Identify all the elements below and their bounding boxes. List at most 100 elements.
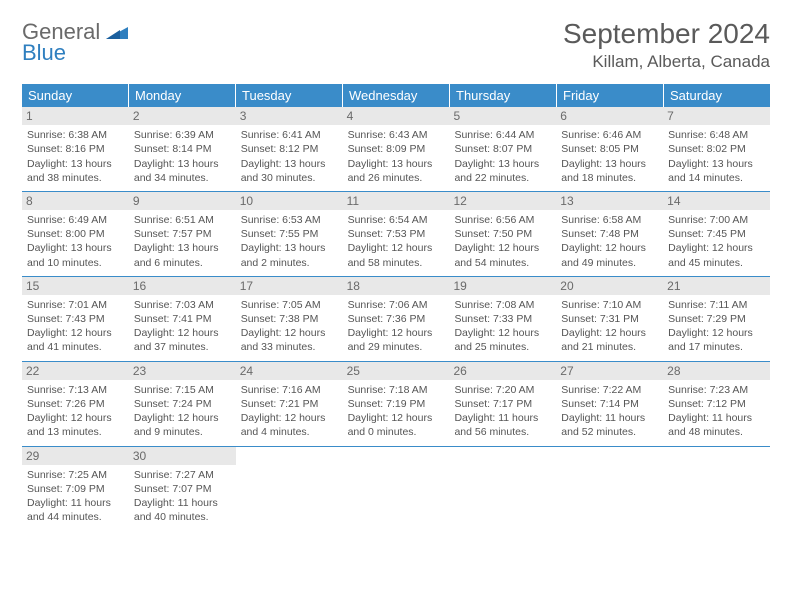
day-number: 8 — [22, 192, 129, 210]
sunset-text: Sunset: 7:38 PM — [241, 312, 338, 326]
sunset-text: Sunset: 7:43 PM — [27, 312, 124, 326]
weekday-header: Thursday — [450, 84, 557, 107]
daylight-text: Daylight: 12 hours and 54 minutes. — [454, 241, 551, 269]
weekday-row: SundayMondayTuesdayWednesdayThursdayFrid… — [22, 84, 770, 107]
weekday-header: Tuesday — [236, 84, 343, 107]
sunrise-text: Sunrise: 7:16 AM — [241, 383, 338, 397]
daylight-text: Daylight: 12 hours and 17 minutes. — [668, 326, 765, 354]
daylight-text: Daylight: 12 hours and 21 minutes. — [561, 326, 658, 354]
daylight-text: Daylight: 13 hours and 38 minutes. — [27, 157, 124, 185]
day-cell: 24Sunrise: 7:16 AMSunset: 7:21 PMDayligh… — [236, 362, 343, 446]
day-number: 17 — [236, 277, 343, 295]
day-cell: 27Sunrise: 7:22 AMSunset: 7:14 PMDayligh… — [556, 362, 663, 446]
sunrise-text: Sunrise: 6:41 AM — [241, 128, 338, 142]
sunset-text: Sunset: 7:21 PM — [241, 397, 338, 411]
day-cell: 16Sunrise: 7:03 AMSunset: 7:41 PMDayligh… — [129, 277, 236, 361]
sunrise-text: Sunrise: 6:58 AM — [561, 213, 658, 227]
header: General Blue September 2024 Killam, Albe… — [22, 18, 770, 72]
sunrise-text: Sunrise: 7:22 AM — [561, 383, 658, 397]
day-cell: 30Sunrise: 7:27 AMSunset: 7:07 PMDayligh… — [129, 447, 236, 531]
day-cell-empty — [663, 447, 770, 531]
day-number: 13 — [556, 192, 663, 210]
daylight-text: Daylight: 12 hours and 0 minutes. — [348, 411, 445, 439]
sunset-text: Sunset: 7:33 PM — [454, 312, 551, 326]
sunrise-text: Sunrise: 6:38 AM — [27, 128, 124, 142]
daylight-text: Daylight: 11 hours and 48 minutes. — [668, 411, 765, 439]
day-number: 6 — [556, 107, 663, 125]
sunrise-text: Sunrise: 6:43 AM — [348, 128, 445, 142]
day-cell-empty — [236, 447, 343, 531]
day-cell: 14 Sunrise: 7:00 AMSunset: 7:45 PMDayligh… — [663, 192, 770, 276]
sunset-text: Sunset: 7:55 PM — [241, 227, 338, 241]
daylight-text: Daylight: 12 hours and 4 minutes. — [241, 411, 338, 439]
day-cell: 29Sunrise: 7:25 AMSunset: 7:09 PMDayligh… — [22, 447, 129, 531]
sunset-text: Sunset: 7:17 PM — [454, 397, 551, 411]
day-number: 12 — [449, 192, 556, 210]
calendar: SundayMondayTuesdayWednesdayThursdayFrid… — [22, 84, 770, 530]
sunrise-text: Sunrise: 7:03 AM — [134, 298, 231, 312]
sunset-text: Sunset: 7:31 PM — [561, 312, 658, 326]
day-cell: 11Sunrise: 6:54 AMSunset: 7:53 PMDayligh… — [343, 192, 450, 276]
sunrise-text: Sunrise: 7:20 AM — [454, 383, 551, 397]
sunset-text: Sunset: 7:41 PM — [134, 312, 231, 326]
day-cell: 5Sunrise: 6:44 AMSunset: 8:07 PMDaylight… — [449, 107, 556, 191]
day-number: 7 — [663, 107, 770, 125]
week-row: 1Sunrise: 6:38 AMSunset: 8:16 PMDaylight… — [22, 107, 770, 192]
day-number: 10 — [236, 192, 343, 210]
week-row: 8Sunrise: 6:49 AMSunset: 8:00 PMDaylight… — [22, 192, 770, 277]
sunrise-text: Sunrise: 7:25 AM — [27, 468, 124, 482]
sunrise-text: Sunrise: 7:10 AM — [561, 298, 658, 312]
day-cell: 19Sunrise: 7:08 AMSunset: 7:33 PMDayligh… — [449, 277, 556, 361]
sunrise-text: Sunrise: 7:00 AM — [668, 213, 765, 227]
week-row: 22Sunrise: 7:13 AMSunset: 7:26 PMDayligh… — [22, 362, 770, 447]
logo: General Blue — [22, 22, 128, 64]
day-number: 22 — [22, 362, 129, 380]
day-cell: 4Sunrise: 6:43 AMSunset: 8:09 PMDaylight… — [343, 107, 450, 191]
sunset-text: Sunset: 8:02 PM — [668, 142, 765, 156]
day-number: 29 — [22, 447, 129, 465]
weeks-container: 1Sunrise: 6:38 AMSunset: 8:16 PMDaylight… — [22, 107, 770, 530]
sunrise-text: Sunrise: 7:05 AM — [241, 298, 338, 312]
sunset-text: Sunset: 8:09 PM — [348, 142, 445, 156]
day-number: 18 — [343, 277, 450, 295]
day-cell: 3Sunrise: 6:41 AMSunset: 8:12 PMDaylight… — [236, 107, 343, 191]
day-cell: 22Sunrise: 7:13 AMSunset: 7:26 PMDayligh… — [22, 362, 129, 446]
day-number: 4 — [343, 107, 450, 125]
day-number: 16 — [129, 277, 236, 295]
daylight-text: Daylight: 12 hours and 45 minutes. — [668, 241, 765, 269]
sunrise-text: Sunrise: 6:53 AM — [241, 213, 338, 227]
day-number: 2 — [129, 107, 236, 125]
daylight-text: Daylight: 12 hours and 33 minutes. — [241, 326, 338, 354]
daylight-text: Daylight: 13 hours and 6 minutes. — [134, 241, 231, 269]
day-cell: 9Sunrise: 6:51 AMSunset: 7:57 PMDaylight… — [129, 192, 236, 276]
day-number: 15 — [22, 277, 129, 295]
day-number: 1 — [22, 107, 129, 125]
sunrise-text: Sunrise: 6:49 AM — [27, 213, 124, 227]
day-number: 26 — [449, 362, 556, 380]
daylight-text: Daylight: 12 hours and 9 minutes. — [134, 411, 231, 439]
sunrise-text: Sunrise: 7:06 AM — [348, 298, 445, 312]
day-cell: 17 Sunrise: 7:05 AMSunset: 7:38 PMDayligh… — [236, 277, 343, 361]
sunset-text: Sunset: 8:05 PM — [561, 142, 658, 156]
day-cell: 1 Sunrise: 6:38 AMSunset: 8:16 PMDaylight… — [22, 107, 129, 191]
sunset-text: Sunset: 8:16 PM — [27, 142, 124, 156]
day-number: 14 — [663, 192, 770, 210]
day-cell: 12Sunrise: 6:56 AMSunset: 7:50 PMDayligh… — [449, 192, 556, 276]
daylight-text: Daylight: 11 hours and 44 minutes. — [27, 496, 124, 524]
daylight-text: Daylight: 13 hours and 10 minutes. — [27, 241, 124, 269]
day-cell: 23Sunrise: 7:15 AMSunset: 7:24 PMDayligh… — [129, 362, 236, 446]
sunrise-text: Sunrise: 7:01 AM — [27, 298, 124, 312]
weekday-header: Sunday — [22, 84, 129, 107]
daylight-text: Daylight: 11 hours and 52 minutes. — [561, 411, 658, 439]
sunset-text: Sunset: 7:45 PM — [668, 227, 765, 241]
sunrise-text: Sunrise: 7:18 AM — [348, 383, 445, 397]
sunset-text: Sunset: 7:07 PM — [134, 482, 231, 496]
logo-triangle-icon — [106, 22, 128, 43]
day-cell: 15Sunrise: 7:01 AMSunset: 7:43 PMDayligh… — [22, 277, 129, 361]
day-number: 5 — [449, 107, 556, 125]
daylight-text: Daylight: 13 hours and 18 minutes. — [561, 157, 658, 185]
sunset-text: Sunset: 8:07 PM — [454, 142, 551, 156]
day-cell: 6Sunrise: 6:46 AMSunset: 8:05 PMDaylight… — [556, 107, 663, 191]
weekday-header: Saturday — [664, 84, 770, 107]
logo-line2: Blue — [22, 40, 66, 65]
